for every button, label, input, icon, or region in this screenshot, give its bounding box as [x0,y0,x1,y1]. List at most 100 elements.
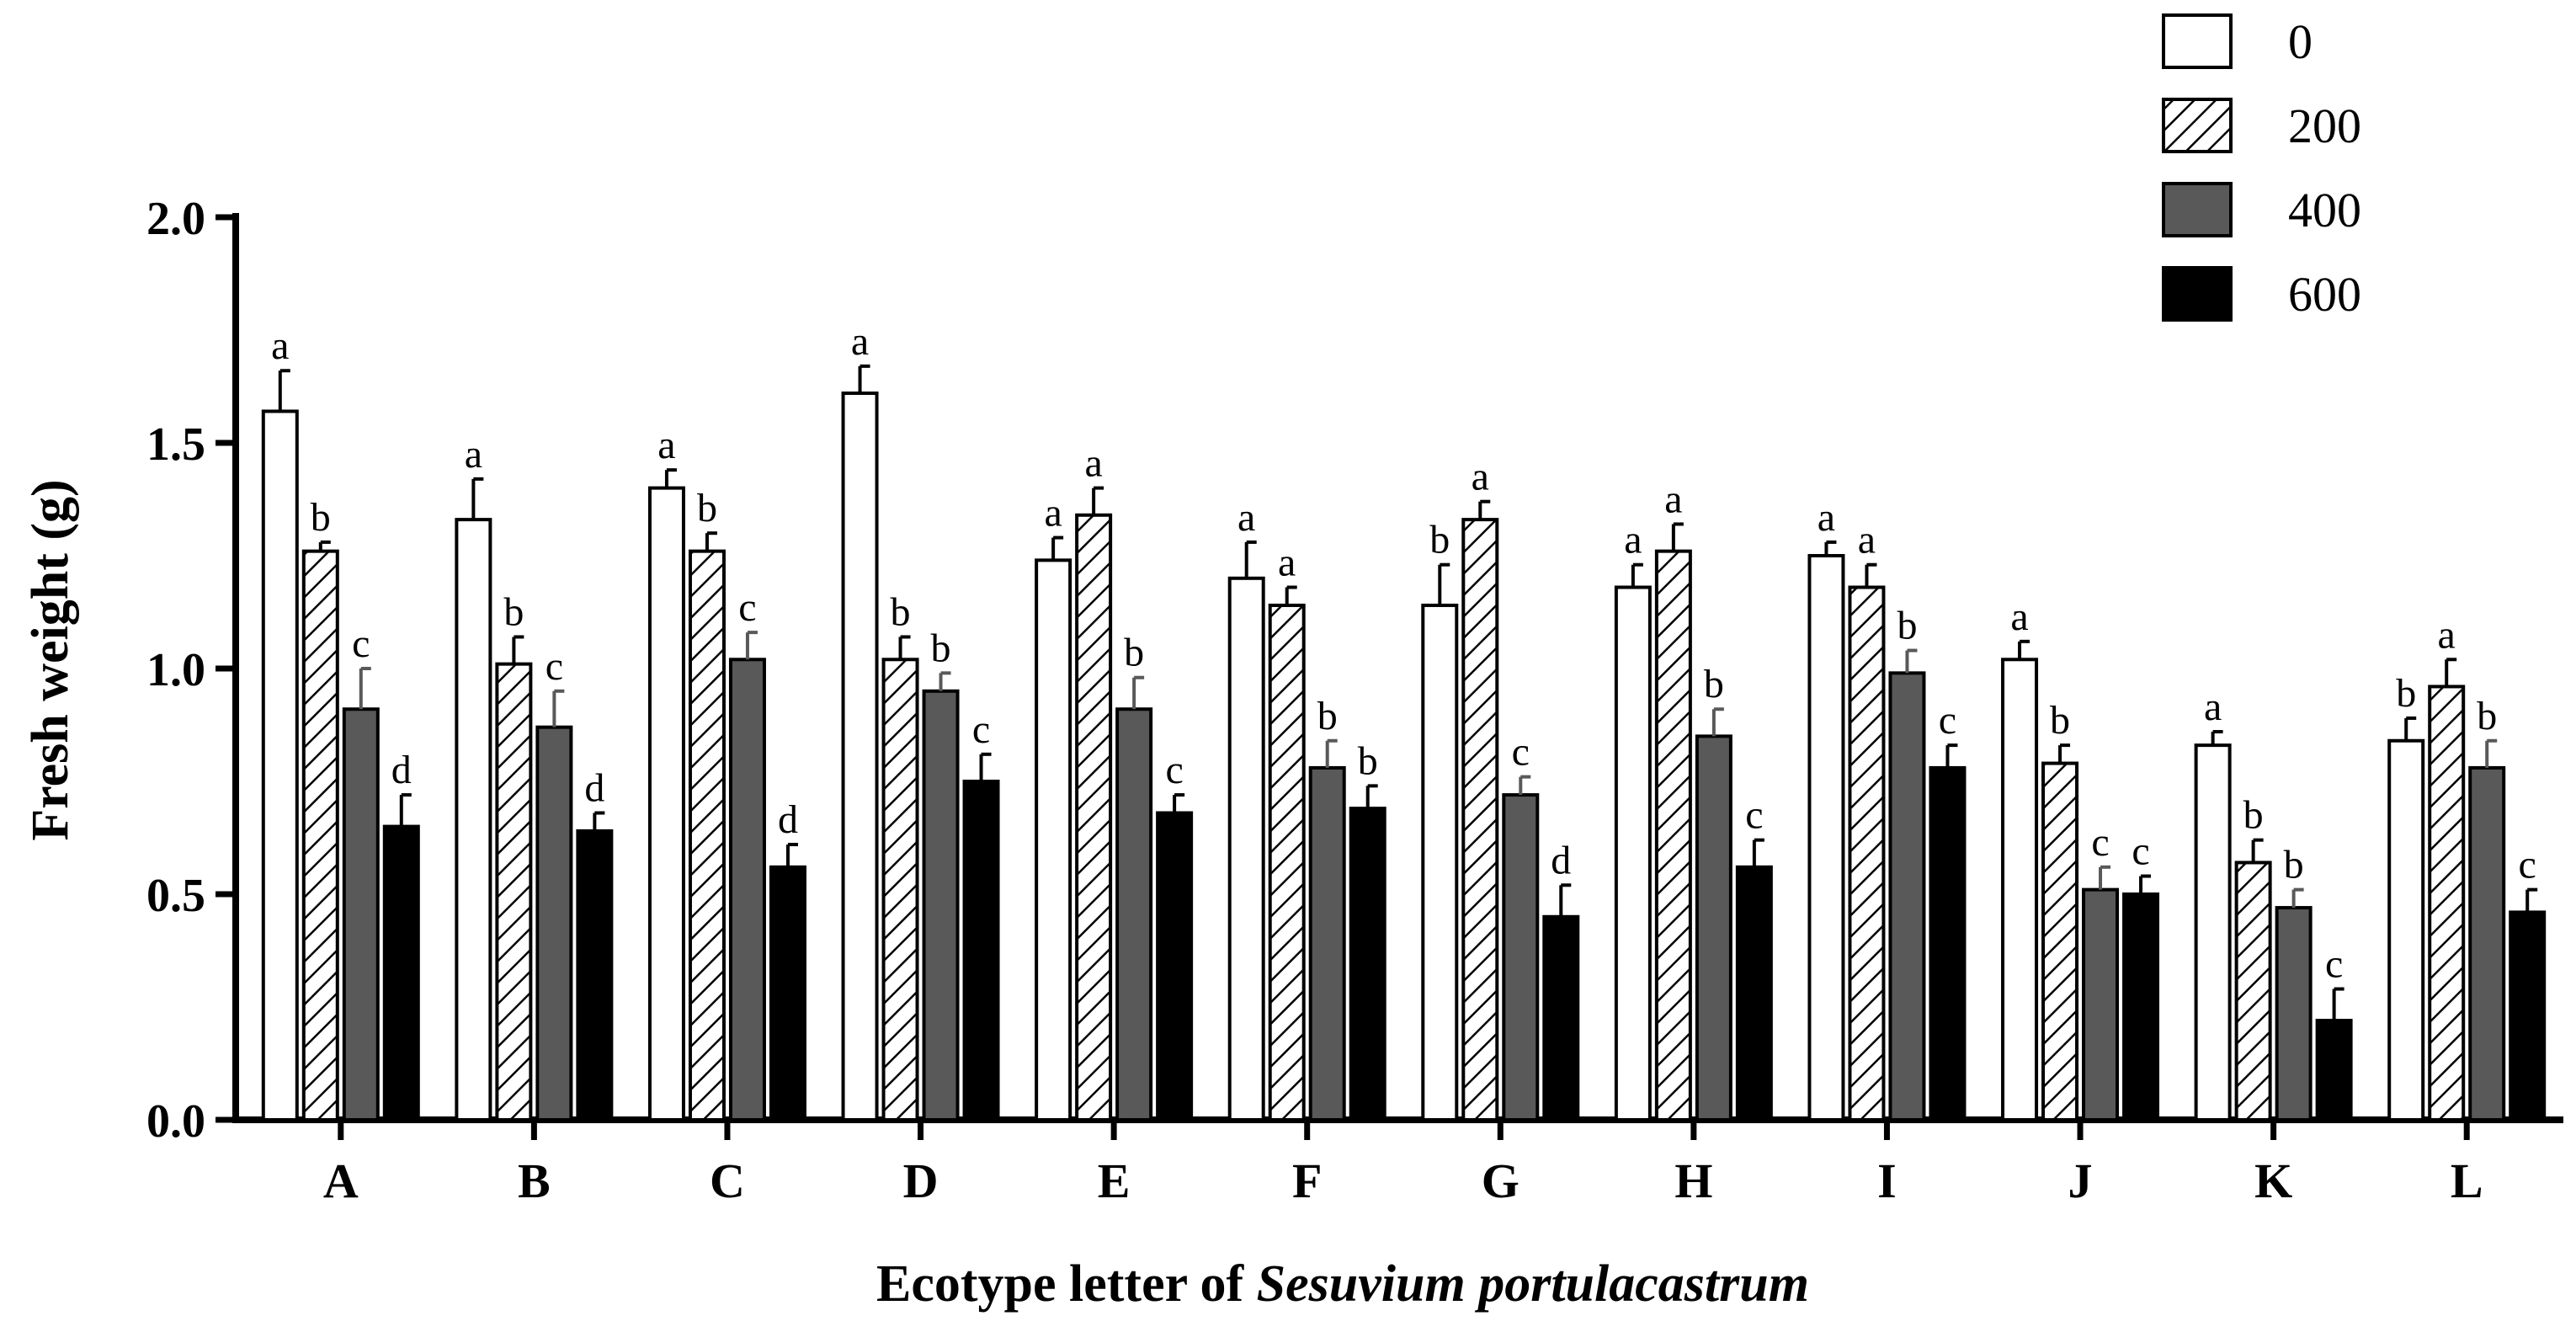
bar [1614,585,1652,1122]
bar [2194,743,2232,1122]
y-tick-label: 0.5 [146,870,205,922]
significance-label: a [1084,441,1102,486]
x-tick-label: F [1292,1154,1322,1208]
bar-group: c [2122,829,2160,1122]
bar-group: b [1695,662,1732,1122]
bar [2001,658,2039,1122]
bar-group: a [1614,518,1652,1122]
x-tick-label: D [903,1154,939,1208]
bar-group: a [2001,594,2039,1122]
legend-item: 600 [2162,266,2361,322]
bar-group: c [962,707,1000,1122]
significance-label: b [697,486,717,530]
bar [922,689,960,1122]
bar-group: a [1848,518,1886,1122]
bar-group: b [2275,843,2313,1122]
bar-group: a [2194,685,2232,1122]
significance-label: c [1939,698,1956,743]
bar [1308,765,1346,1122]
bar-group: c [342,621,380,1122]
significance-label: c [2132,829,2149,874]
bar [1735,865,1773,1122]
x-axis: A B C D E F G H I J K L [232,1116,2563,1208]
bar-group: c [535,644,573,1122]
significance-label: a [1278,541,1296,585]
significance-label: c [2519,843,2536,887]
x-tick-label: C [710,1154,745,1208]
bar-group: a [261,323,299,1122]
significance-label: c [352,621,370,666]
legend-swatch [2162,98,2233,153]
significance-label: c [2325,942,2343,987]
significance-label: d [584,766,604,811]
bar [1888,671,1926,1122]
significance-label: a [1044,491,1062,535]
bar [1929,765,1967,1122]
bar-group: c [728,585,766,1122]
significance-label: b [1124,631,1144,675]
bar-group: b [881,589,919,1122]
bar [2275,906,2313,1122]
bar [1695,734,1732,1122]
significance-label: b [1358,738,1378,783]
x-axis-label-species: Sesuvium portulacastrum [1257,1255,1809,1313]
bar [1075,513,1113,1122]
legend-label: 0 [2288,14,2313,69]
y-tick-label: 0.0 [146,1095,205,1148]
significance-label: a [851,319,869,364]
bar [1461,518,1499,1122]
significance-label: c [2091,820,2109,865]
significance-label: a [1818,495,1835,540]
bar [962,780,1000,1122]
x-tick-label: B [518,1154,551,1208]
significance-label: a [1858,518,1876,562]
bar [1115,707,1153,1122]
significance-label: c [1165,748,1183,792]
bar-group: b [1115,631,1153,1122]
bar [1035,558,1072,1122]
significance-label: a [2010,594,2028,639]
bar-group: b [2468,694,2506,1122]
significance-label: b [1897,604,1917,648]
bar [1807,554,1845,1122]
bar-group: a [647,423,685,1122]
bar [342,707,380,1122]
x-tick-label: A [323,1154,359,1208]
bar [688,549,726,1122]
bar [1156,811,1194,1122]
bar [2468,765,2506,1122]
bar-group: a [2428,612,2466,1122]
bar [2041,761,2079,1122]
bar-group: a [1654,477,1692,1122]
bar [1268,603,1306,1122]
bar [1227,576,1265,1122]
significance-label: a [1624,518,1642,562]
significance-label: d [778,797,798,842]
bar [2082,887,2120,1122]
significance-label: c [972,707,990,752]
significance-label: a [465,432,482,477]
bar-group: b [495,589,533,1122]
bar-group: b [922,626,960,1122]
significance-label: d [1551,838,1571,882]
bar [2509,910,2547,1122]
bar-group: a [1807,495,1845,1122]
legend: 0 200 400 600 [2162,13,2361,322]
bar [728,658,766,1122]
bar [576,829,614,1122]
bar [535,725,573,1122]
bar-group: d [382,748,420,1122]
bar [1542,914,1580,1122]
legend-item: 400 [2162,182,2361,237]
bar [1654,549,1692,1122]
bar-group: b [2387,671,2425,1122]
bar [2234,860,2272,1122]
significance-label: a [1472,455,1489,499]
significance-label: c [1512,730,1530,775]
bar-group: a [1227,495,1265,1122]
significance-label: c [738,585,756,630]
x-axis-label-prefix: Ecotype letter of [876,1255,1257,1313]
